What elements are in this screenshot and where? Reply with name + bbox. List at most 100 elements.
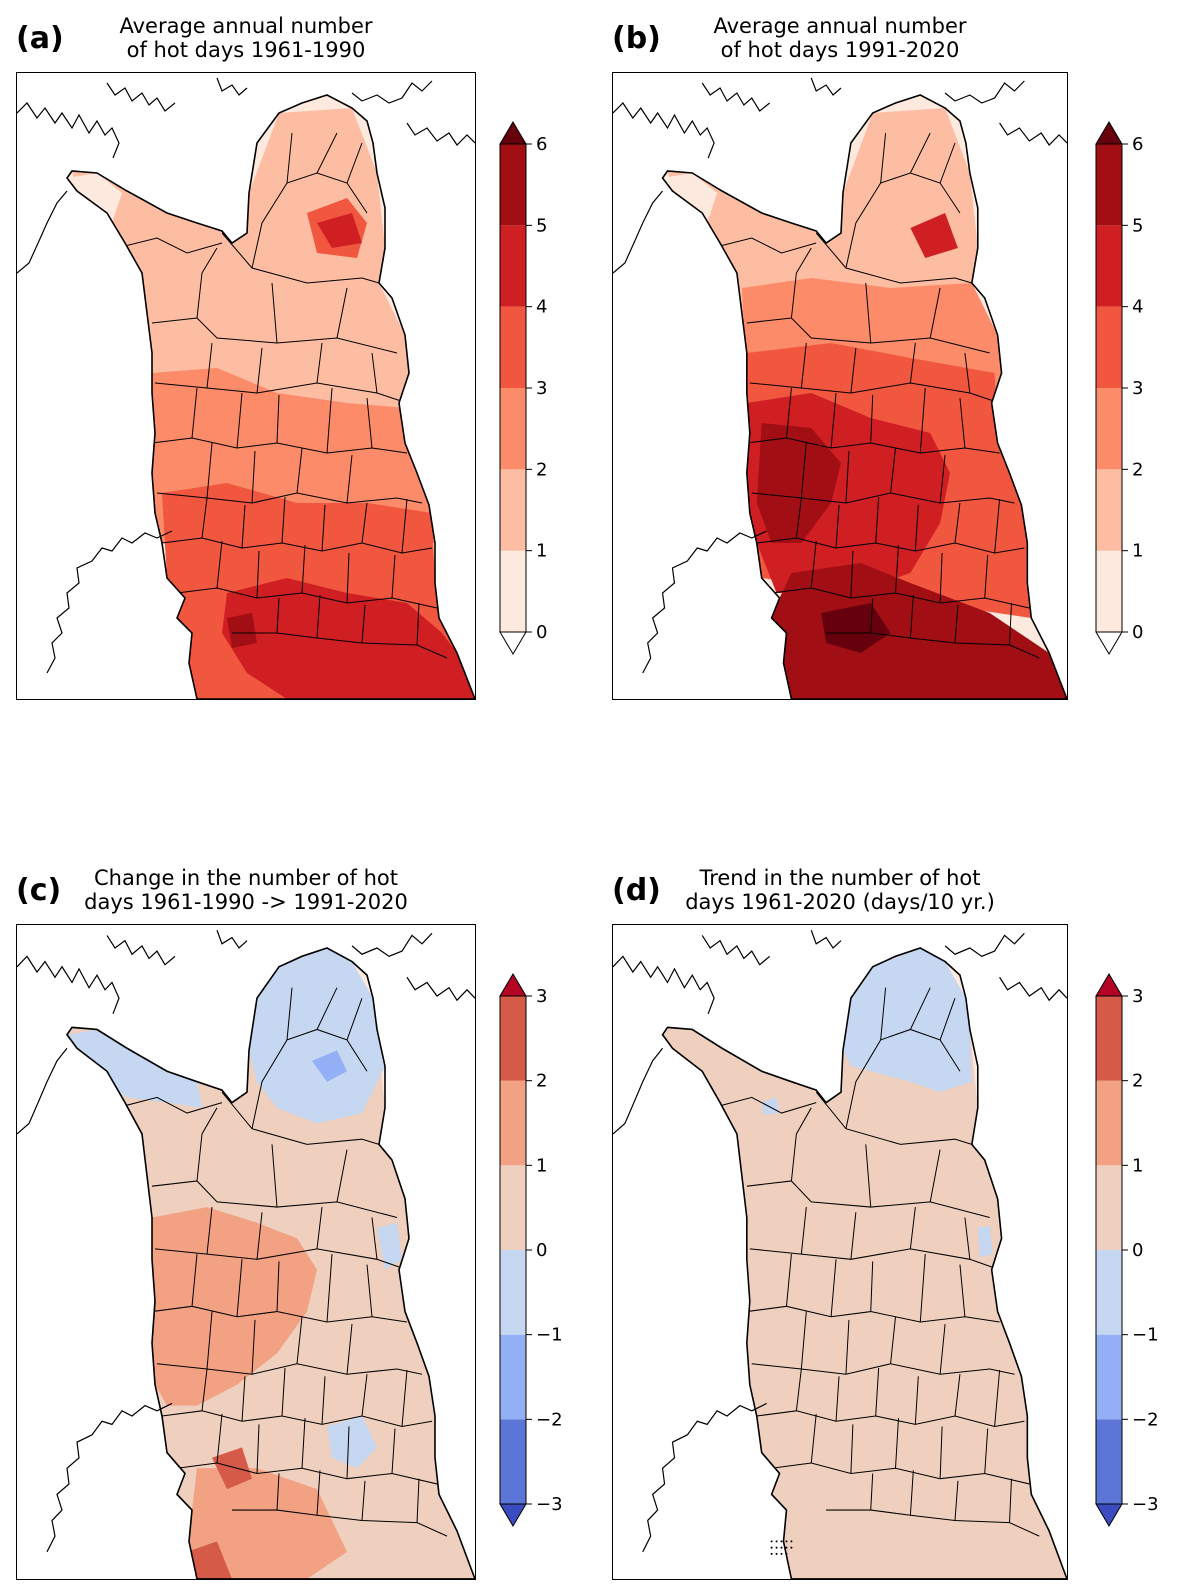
region-border bbox=[785, 1254, 966, 1323]
region-border bbox=[712, 1096, 817, 1114]
colorbar-tick-label: 5 bbox=[536, 215, 547, 236]
map-finland bbox=[16, 924, 476, 1580]
region-border bbox=[810, 1413, 989, 1479]
panel-title: Change in the number of hot days 1961-19… bbox=[16, 866, 476, 914]
panel-label: (a) bbox=[16, 21, 64, 56]
coastline bbox=[17, 102, 120, 159]
colorbar: −3 −2 −1 0 1 2 3 bbox=[499, 973, 563, 1527]
colorbar-tick-label: 6 bbox=[536, 134, 547, 155]
contour-region bbox=[312, 1050, 347, 1082]
region-borders bbox=[116, 132, 448, 659]
coastline bbox=[351, 80, 433, 104]
contour-region bbox=[977, 1225, 993, 1258]
stipple-dot bbox=[780, 1546, 783, 1549]
colorbar-segment bbox=[1096, 306, 1122, 388]
colorbar-segment bbox=[500, 550, 526, 632]
panel-title-line1: Average annual number bbox=[119, 14, 373, 38]
coastline bbox=[701, 82, 770, 112]
region-border bbox=[116, 1096, 223, 1114]
coastline bbox=[46, 530, 173, 674]
colorbar-tick-label: −3 bbox=[536, 1494, 563, 1515]
colorbar-tick-label: 3 bbox=[1132, 986, 1143, 1007]
stipple-dot bbox=[785, 1540, 788, 1543]
colorbar-tick-label: 2 bbox=[536, 1071, 547, 1092]
coastline bbox=[406, 122, 475, 146]
contour-region bbox=[152, 1207, 317, 1406]
region-border bbox=[201, 1367, 408, 1427]
colorbar-tick-label: 0 bbox=[1132, 622, 1143, 643]
region-borders bbox=[712, 987, 1040, 1537]
colorbar-under-arrow bbox=[1095, 1503, 1123, 1527]
stipple-dot bbox=[785, 1552, 788, 1555]
colorbar-segment bbox=[500, 225, 526, 307]
colorbar-tick-label: 1 bbox=[536, 1155, 547, 1176]
region-border bbox=[845, 1028, 961, 1129]
contour-fills bbox=[662, 947, 1067, 1579]
colorbar-over-arrow bbox=[1095, 973, 1123, 997]
coastlines bbox=[17, 929, 475, 1553]
country-border bbox=[661, 947, 1067, 1579]
region-border bbox=[201, 496, 408, 554]
region-border bbox=[206, 1207, 378, 1260]
region-border bbox=[790, 1107, 812, 1182]
region-border bbox=[746, 317, 990, 354]
region-border bbox=[712, 237, 817, 254]
coastline bbox=[17, 955, 120, 1015]
panel-title-line1: Change in the number of hot bbox=[94, 866, 398, 890]
colorbar-segment bbox=[500, 469, 526, 551]
colorbar-segment bbox=[1096, 550, 1122, 632]
colorbar: 0 1 2 3 4 5 6 bbox=[1095, 121, 1143, 655]
coastline bbox=[106, 82, 176, 112]
contour-region bbox=[842, 947, 972, 1093]
region-border bbox=[271, 282, 348, 344]
significance-stippling bbox=[770, 1540, 793, 1555]
colorbar-tick-label: −2 bbox=[536, 1409, 563, 1430]
coastline bbox=[216, 77, 248, 96]
coastline bbox=[999, 122, 1067, 146]
map-finland bbox=[612, 72, 1068, 700]
coastline bbox=[999, 976, 1067, 1002]
region-border bbox=[276, 594, 420, 646]
coastline bbox=[944, 932, 1025, 958]
panel-title-line2: of hot days 1961-1990 bbox=[126, 38, 366, 62]
region-border bbox=[746, 1305, 1000, 1323]
map-canvas bbox=[17, 929, 475, 1579]
coastline bbox=[944, 80, 1025, 104]
map-finland bbox=[612, 924, 1068, 1580]
coastline bbox=[216, 929, 248, 949]
coastline bbox=[17, 1047, 68, 1135]
region-border bbox=[815, 232, 972, 284]
stipple-dot bbox=[775, 1540, 778, 1543]
coastlines bbox=[613, 929, 1067, 1553]
coastline bbox=[810, 77, 842, 96]
coastlines bbox=[613, 77, 1067, 674]
colorbar-tick-label: 2 bbox=[1132, 1071, 1143, 1092]
map-canvas bbox=[613, 77, 1067, 699]
contour-region bbox=[377, 1222, 402, 1270]
region-border bbox=[865, 1144, 941, 1208]
coastlines bbox=[17, 77, 475, 674]
region-border bbox=[271, 1144, 348, 1208]
map-canvas bbox=[17, 77, 475, 699]
stipple-dot bbox=[790, 1540, 793, 1543]
colorbar-segment bbox=[1096, 1080, 1122, 1166]
colorbar-segment bbox=[500, 306, 526, 388]
country-border bbox=[661, 94, 1067, 699]
colorbar-segment bbox=[500, 144, 526, 226]
region-border bbox=[232, 632, 448, 659]
colorbar-segment bbox=[500, 1080, 526, 1166]
region-border bbox=[216, 1413, 396, 1479]
colorbar-tick-label: 1 bbox=[1132, 1155, 1143, 1176]
contour-fills bbox=[67, 108, 475, 699]
colorbar-segment bbox=[500, 388, 526, 470]
region-border bbox=[756, 537, 1025, 554]
region-border bbox=[206, 342, 378, 394]
panel-title-line1: Trend in the number of hot bbox=[699, 866, 981, 890]
contour-region bbox=[662, 173, 718, 223]
coastline bbox=[642, 1402, 767, 1553]
contour-region bbox=[249, 947, 385, 1124]
panel-title: Trend in the number of hot days 1961-202… bbox=[612, 866, 1068, 914]
contour-region bbox=[317, 213, 362, 248]
colorbar-tick-label: 4 bbox=[1132, 297, 1143, 318]
country-border bbox=[66, 94, 475, 699]
